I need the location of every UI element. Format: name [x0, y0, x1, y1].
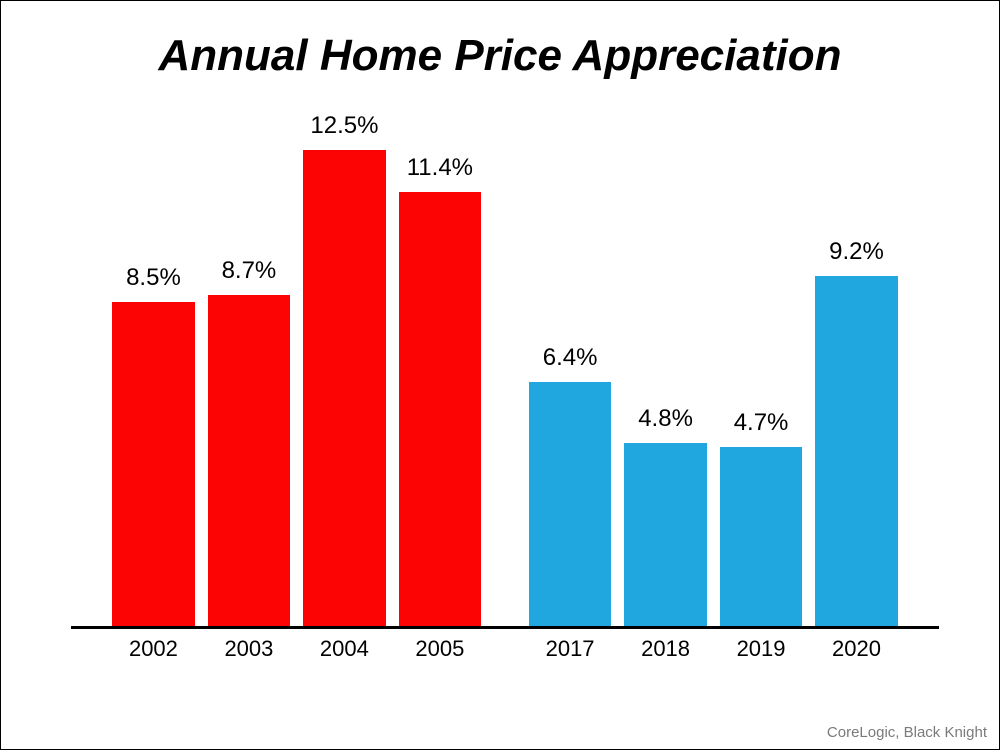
- bar-value-label: 6.4%: [543, 344, 598, 372]
- source-attribution: CoreLogic, Black Knight: [827, 724, 987, 741]
- bar-value-label: 12.5%: [310, 112, 378, 140]
- bar: 4.8%: [624, 443, 706, 626]
- bar-value-label: 11.4%: [407, 154, 473, 182]
- x-axis-label: 2004: [320, 636, 369, 662]
- bar-value-label: 4.7%: [734, 409, 789, 437]
- bar: 4.7%: [720, 447, 802, 626]
- x-axis-label: 2020: [832, 636, 881, 662]
- x-axis-label: 2018: [641, 636, 690, 662]
- x-axis-label: 2003: [224, 636, 273, 662]
- bar-value-label: 8.7%: [222, 257, 277, 285]
- bar-value-label: 9.2%: [829, 238, 884, 266]
- x-axis-label: 2017: [546, 636, 595, 662]
- chart-title: Annual Home Price Appreciation: [1, 31, 999, 81]
- x-axis-label: 2019: [737, 636, 786, 662]
- bar: 11.4%: [399, 192, 481, 626]
- x-axis-label: 2002: [129, 636, 178, 662]
- bar: 12.5%: [303, 150, 385, 626]
- x-axis-label: 2005: [415, 636, 464, 662]
- bar-value-label: 8.5%: [126, 264, 181, 292]
- bar-value-label: 4.8%: [638, 405, 693, 433]
- bar: 6.4%: [529, 382, 611, 626]
- bar: 8.5%: [112, 302, 194, 626]
- bar: 8.7%: [208, 295, 290, 626]
- bar: 9.2%: [815, 276, 897, 626]
- chart-plot-area: 8.5%20028.7%200312.5%200411.4%20056.4%20…: [71, 131, 939, 629]
- chart-frame: Annual Home Price Appreciation 8.5%20028…: [0, 0, 1000, 750]
